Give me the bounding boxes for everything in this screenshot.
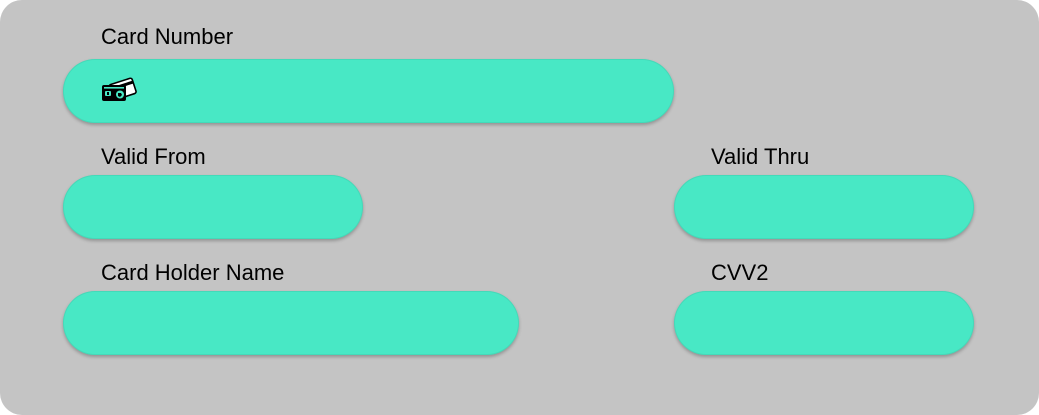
valid-thru-field[interactable] xyxy=(674,174,974,240)
credit-card-icon xyxy=(101,76,139,106)
card-number-field[interactable] xyxy=(63,58,674,124)
cvv2-field[interactable] xyxy=(674,290,974,356)
card-holder-name-field[interactable] xyxy=(63,290,519,356)
card-holder-name-input[interactable] xyxy=(87,290,495,356)
cvv2-label: CVV2 xyxy=(711,260,769,285)
card-holder-name-label: Card Holder Name xyxy=(101,260,285,285)
card-number-label: Card Number xyxy=(101,24,234,49)
valid-from-input[interactable] xyxy=(87,174,339,240)
valid-from-field[interactable] xyxy=(63,174,363,240)
valid-thru-input[interactable] xyxy=(698,174,950,240)
valid-from-label: Valid From xyxy=(101,144,206,169)
cvv2-input[interactable] xyxy=(698,290,950,356)
card-number-input[interactable] xyxy=(149,58,650,124)
valid-thru-label: Valid Thru xyxy=(711,144,810,169)
